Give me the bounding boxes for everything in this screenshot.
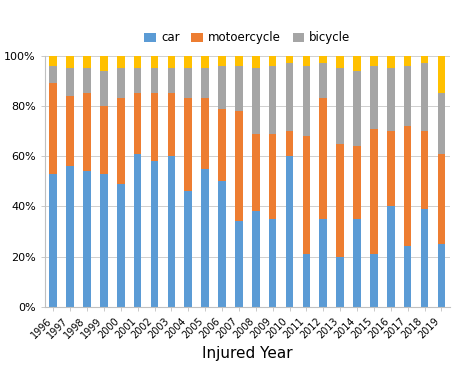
Bar (168, 156, 175, 307)
Bar (387, 206, 395, 307)
Bar (151, 93, 158, 161)
Bar (320, 64, 327, 99)
Bar (218, 181, 226, 307)
Bar (49, 56, 57, 66)
Bar (303, 254, 310, 307)
Bar (83, 93, 91, 171)
Bar (252, 68, 260, 134)
Bar (218, 66, 226, 108)
Bar (387, 131, 395, 206)
Bar (218, 56, 226, 66)
Bar (184, 191, 192, 307)
Bar (252, 211, 260, 307)
Bar (134, 93, 142, 154)
Bar (201, 99, 209, 169)
X-axis label: Injured Year: Injured Year (202, 346, 293, 361)
Bar (336, 56, 344, 68)
Bar (134, 68, 142, 93)
Bar (66, 68, 74, 96)
Bar (353, 219, 361, 307)
Bar (438, 154, 445, 244)
Bar (286, 156, 293, 307)
Bar (117, 68, 124, 99)
Bar (66, 56, 74, 68)
Bar (252, 134, 260, 211)
Bar (49, 84, 57, 174)
Bar (117, 99, 124, 184)
Legend: car, motoercycle, bicycle: car, motoercycle, bicycle (140, 27, 355, 49)
Bar (336, 144, 344, 257)
Bar (218, 108, 226, 181)
Bar (83, 171, 91, 307)
Bar (387, 68, 395, 131)
Bar (269, 66, 276, 134)
Bar (438, 56, 445, 93)
Bar (168, 68, 175, 93)
Bar (286, 64, 293, 131)
Bar (421, 131, 428, 209)
Bar (66, 96, 74, 166)
Bar (184, 56, 192, 68)
Bar (100, 106, 108, 174)
Bar (252, 56, 260, 68)
Bar (168, 56, 175, 68)
Bar (336, 68, 344, 144)
Bar (404, 246, 411, 307)
Bar (235, 222, 243, 307)
Bar (303, 66, 310, 136)
Bar (404, 126, 411, 246)
Bar (117, 56, 124, 68)
Bar (269, 219, 276, 307)
Bar (320, 99, 327, 219)
Bar (235, 56, 243, 66)
Bar (438, 93, 445, 154)
Bar (269, 56, 276, 66)
Bar (370, 66, 378, 128)
Bar (201, 68, 209, 99)
Bar (184, 99, 192, 191)
Bar (117, 184, 124, 307)
Bar (100, 174, 108, 307)
Bar (49, 66, 57, 84)
Bar (353, 71, 361, 146)
Bar (100, 56, 108, 71)
Bar (336, 257, 344, 307)
Bar (421, 209, 428, 307)
Bar (201, 169, 209, 307)
Bar (303, 136, 310, 254)
Bar (184, 68, 192, 99)
Bar (151, 56, 158, 68)
Bar (320, 219, 327, 307)
Bar (83, 56, 91, 68)
Bar (201, 56, 209, 68)
Bar (83, 68, 91, 93)
Bar (151, 68, 158, 93)
Bar (370, 128, 378, 254)
Bar (404, 66, 411, 126)
Bar (303, 56, 310, 66)
Bar (421, 56, 428, 64)
Bar (269, 134, 276, 219)
Bar (353, 146, 361, 219)
Bar (421, 64, 428, 131)
Bar (370, 254, 378, 307)
Bar (286, 56, 293, 64)
Bar (286, 131, 293, 156)
Bar (320, 56, 327, 64)
Bar (168, 93, 175, 156)
Bar (151, 161, 158, 307)
Bar (49, 174, 57, 307)
Bar (404, 56, 411, 66)
Bar (134, 56, 142, 68)
Bar (134, 154, 142, 307)
Bar (66, 166, 74, 307)
Bar (235, 66, 243, 111)
Bar (387, 56, 395, 68)
Bar (370, 56, 378, 66)
Bar (353, 56, 361, 71)
Bar (438, 244, 445, 307)
Bar (100, 71, 108, 106)
Bar (235, 111, 243, 222)
